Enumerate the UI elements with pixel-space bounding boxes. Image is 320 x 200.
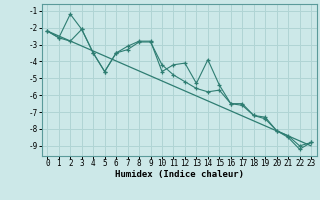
X-axis label: Humidex (Indice chaleur): Humidex (Indice chaleur) xyxy=(115,170,244,179)
